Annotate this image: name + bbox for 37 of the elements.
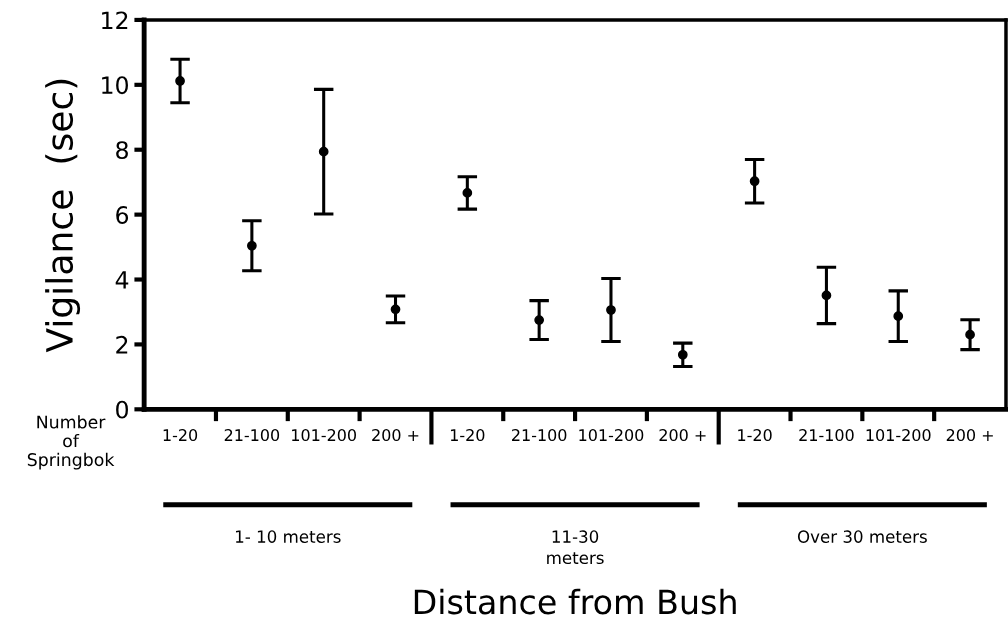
point xyxy=(534,315,545,325)
point xyxy=(677,349,688,360)
y-tick-label: 10 xyxy=(102,76,128,95)
x-axis-title: Distance from Bush xyxy=(414,588,736,615)
point xyxy=(893,311,904,322)
point xyxy=(247,240,257,251)
y-tick-label: 6 xyxy=(116,206,129,224)
point xyxy=(606,305,616,315)
point xyxy=(318,146,329,157)
x-tick-label: 21-100 xyxy=(224,429,280,442)
text: Number of Springbok xyxy=(27,415,115,470)
x-tick-label: 200 + xyxy=(372,429,419,442)
x-tick-label: 101-200 xyxy=(579,429,644,442)
x-tick-label: 1-20 xyxy=(738,429,772,442)
point xyxy=(390,304,401,315)
point xyxy=(821,290,832,301)
x-tick-label: 1-20 xyxy=(450,429,485,442)
y-tick-label: 12 xyxy=(102,11,128,29)
point xyxy=(175,76,185,86)
y-tick-label: 8 xyxy=(116,141,128,160)
y-tick-label: 2 xyxy=(116,335,128,354)
text: Over 30 meters xyxy=(797,530,927,543)
point xyxy=(965,329,975,340)
x-tick-label: 101-200 xyxy=(292,429,356,442)
y-axis-title: Vigilance (sec) xyxy=(45,79,81,353)
y-tick-label: 0 xyxy=(116,400,128,419)
text: 1- 10 meters xyxy=(236,530,341,543)
text: 11-30 meters xyxy=(547,530,604,565)
y-tick-label: 4 xyxy=(115,271,129,289)
point xyxy=(749,176,760,187)
x-tick-label: 200 + xyxy=(946,429,993,442)
x-tick-label: 1-20 xyxy=(163,429,198,442)
point xyxy=(462,188,473,198)
x-tick-label: 21-100 xyxy=(799,429,854,442)
x-tick-label: 200 + xyxy=(659,429,706,442)
x-tick-label: 21-100 xyxy=(512,429,567,442)
x-tick-label: 101-200 xyxy=(866,429,931,442)
